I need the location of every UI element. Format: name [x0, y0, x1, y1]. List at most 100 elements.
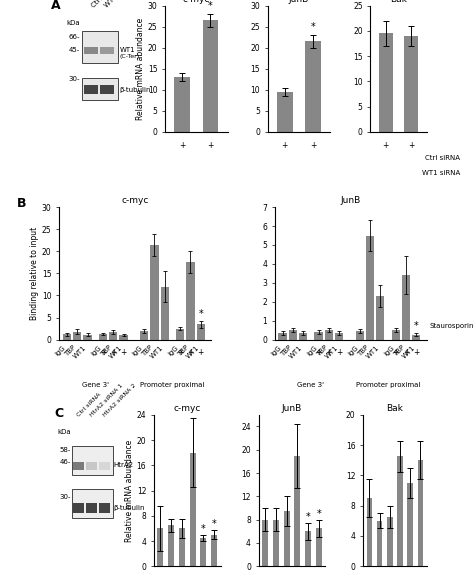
FancyBboxPatch shape — [86, 462, 97, 470]
Text: +: + — [315, 348, 322, 356]
Text: A: A — [51, 0, 61, 13]
Bar — [335, 333, 343, 340]
Text: +: + — [413, 348, 419, 356]
Text: +: + — [392, 348, 399, 356]
Bar — [63, 335, 71, 340]
Text: HtrA2 siRNA 2: HtrA2 siRNA 2 — [102, 383, 137, 418]
FancyBboxPatch shape — [83, 85, 98, 94]
Title: JunB: JunB — [282, 404, 302, 412]
Y-axis label: Relative mRNA abundance: Relative mRNA abundance — [136, 18, 145, 120]
Bar — [305, 42, 321, 132]
Text: +: + — [110, 348, 117, 356]
Text: *: * — [317, 509, 321, 519]
Bar — [201, 538, 206, 566]
Bar — [366, 236, 374, 340]
Bar — [397, 456, 403, 566]
FancyBboxPatch shape — [72, 446, 112, 475]
Bar — [168, 525, 174, 566]
Text: +: + — [326, 348, 332, 356]
Text: B: B — [17, 197, 26, 209]
Bar — [176, 328, 184, 340]
Text: +: + — [198, 348, 204, 356]
FancyBboxPatch shape — [82, 78, 118, 100]
Text: *: * — [201, 524, 206, 534]
Text: HtrA2 siRNA 1: HtrA2 siRNA 1 — [89, 383, 124, 418]
Bar — [190, 452, 196, 566]
Bar — [377, 521, 383, 566]
Bar — [262, 520, 268, 566]
Title: c-myc: c-myc — [121, 196, 149, 205]
Bar — [392, 330, 400, 340]
Bar — [211, 535, 217, 566]
Bar — [179, 529, 185, 566]
Text: 58-: 58- — [59, 447, 71, 453]
Text: 45-: 45- — [69, 47, 80, 53]
Text: 30-: 30- — [69, 76, 80, 82]
FancyBboxPatch shape — [83, 47, 98, 54]
Text: WT1 siRNA: WT1 siRNA — [422, 170, 460, 176]
Bar — [404, 36, 418, 132]
Text: +: + — [207, 141, 214, 150]
Bar — [277, 92, 292, 132]
FancyBboxPatch shape — [72, 489, 112, 518]
Text: +: + — [310, 141, 316, 150]
FancyBboxPatch shape — [82, 31, 118, 62]
Bar — [73, 332, 82, 340]
Title: JunB: JunB — [289, 0, 309, 3]
Text: Promoter proximal: Promoter proximal — [140, 382, 205, 388]
Text: 66-: 66- — [69, 34, 80, 40]
Bar — [387, 517, 392, 566]
Bar — [273, 520, 279, 566]
FancyBboxPatch shape — [86, 503, 97, 513]
Bar — [140, 331, 148, 340]
Text: *: * — [311, 22, 316, 32]
Text: Ctrl siRNA: Ctrl siRNA — [425, 154, 460, 161]
Text: 46-: 46- — [59, 459, 71, 464]
Text: *: * — [212, 519, 217, 529]
FancyBboxPatch shape — [73, 462, 83, 470]
Text: WT1 siRNA: WT1 siRNA — [104, 0, 135, 8]
Y-axis label: Relative mRNA abundance: Relative mRNA abundance — [125, 439, 134, 542]
Bar — [278, 333, 287, 340]
Bar — [379, 34, 393, 132]
Bar — [99, 334, 107, 340]
Bar — [203, 21, 219, 132]
Bar — [119, 335, 128, 340]
FancyBboxPatch shape — [100, 503, 109, 513]
Text: 30-: 30- — [59, 494, 71, 500]
Text: +: + — [177, 348, 183, 356]
Text: *: * — [414, 321, 419, 331]
FancyBboxPatch shape — [73, 503, 83, 513]
Bar — [161, 287, 169, 340]
Text: *: * — [199, 309, 203, 319]
Bar — [314, 332, 323, 340]
Text: +: + — [120, 348, 127, 356]
Bar — [197, 324, 205, 340]
FancyBboxPatch shape — [100, 462, 109, 470]
FancyBboxPatch shape — [100, 85, 114, 94]
Text: kDa: kDa — [67, 19, 80, 26]
Bar — [83, 335, 92, 340]
Bar — [283, 511, 290, 566]
Title: c-myc: c-myc — [182, 0, 210, 3]
Text: *: * — [208, 1, 213, 11]
Bar — [316, 529, 322, 566]
Title: Bak: Bak — [390, 0, 407, 3]
Bar — [150, 245, 159, 340]
Title: Bak: Bak — [386, 404, 403, 412]
FancyBboxPatch shape — [100, 47, 114, 54]
Text: Ctrl siRNA: Ctrl siRNA — [76, 392, 102, 418]
Text: Gene 3': Gene 3' — [82, 382, 109, 388]
Text: β-tubulin: β-tubulin — [119, 86, 151, 93]
Bar — [289, 330, 297, 340]
Text: +: + — [187, 348, 194, 356]
Text: Ctrl siRNA: Ctrl siRNA — [91, 0, 120, 8]
Text: Gene 3': Gene 3' — [297, 382, 324, 388]
Text: C: C — [55, 407, 64, 420]
Bar — [366, 498, 372, 566]
Bar — [356, 331, 364, 340]
Text: Promoter proximal: Promoter proximal — [356, 382, 420, 388]
Bar — [408, 483, 413, 566]
Text: Staurosporine: Staurosporine — [429, 323, 474, 329]
Text: +: + — [383, 141, 389, 150]
